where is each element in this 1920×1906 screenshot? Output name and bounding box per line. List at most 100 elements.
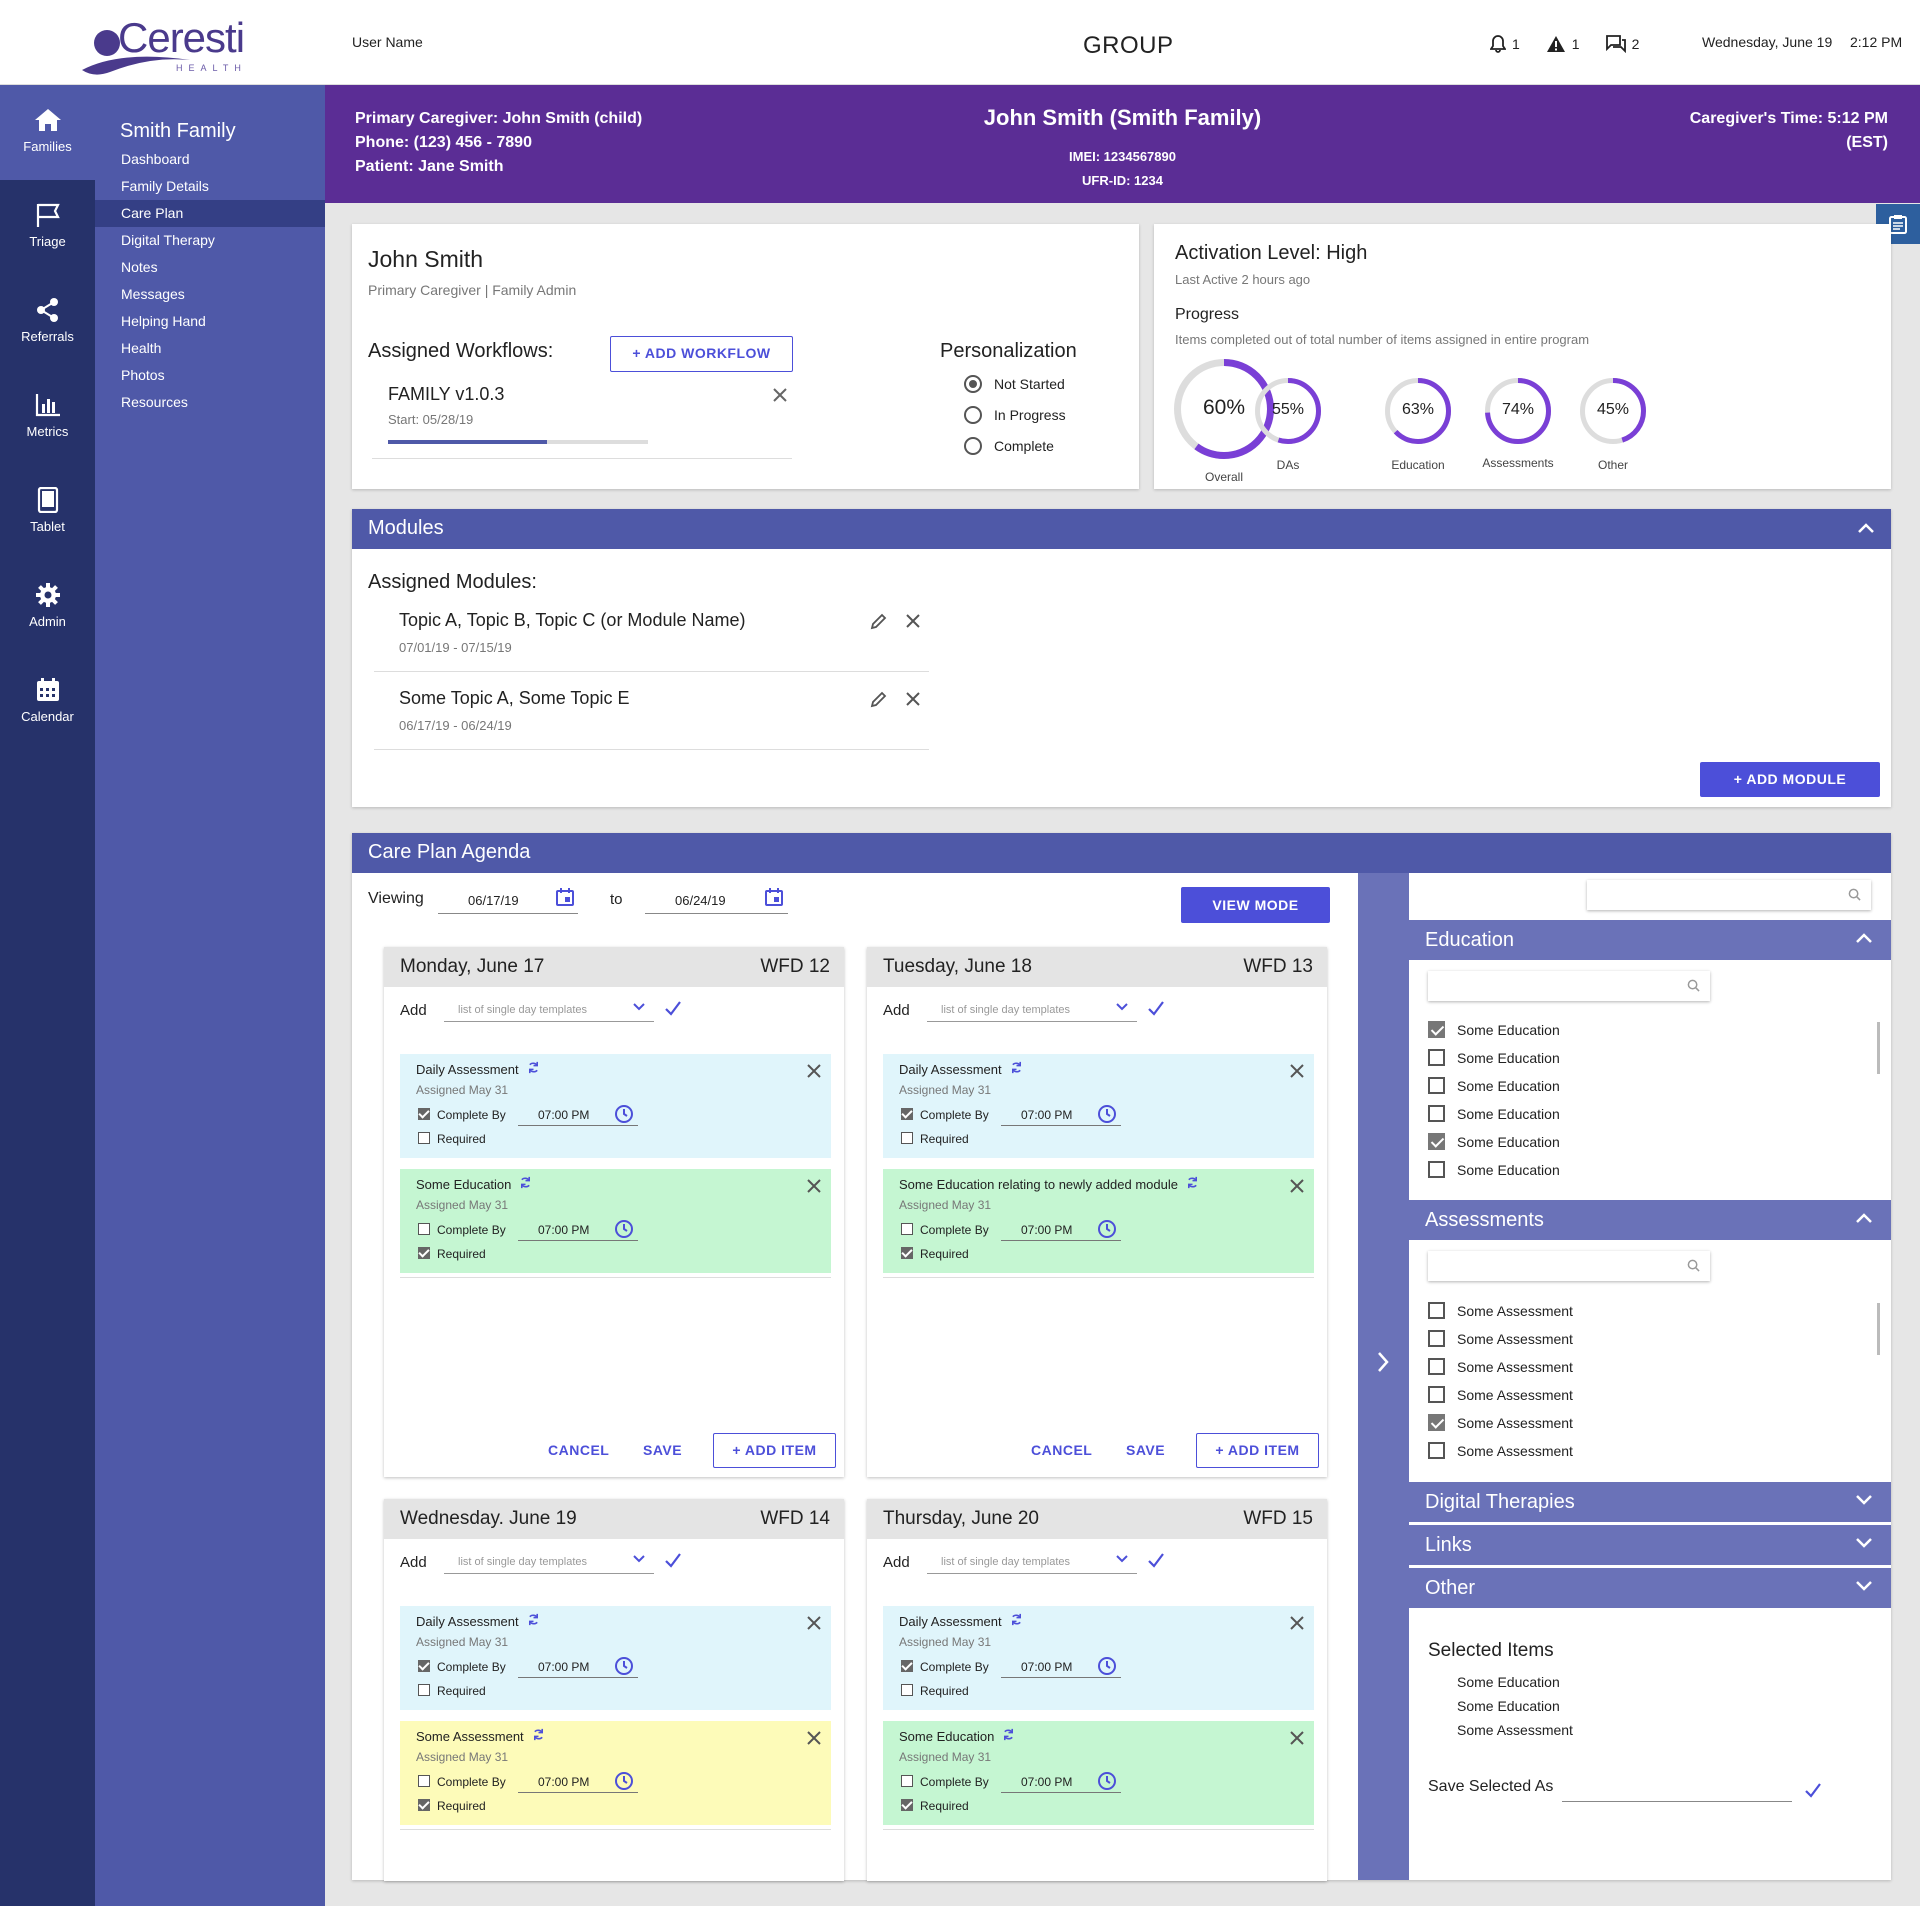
close-icon[interactable] xyxy=(807,1731,821,1745)
nav-admin[interactable]: Admin xyxy=(0,560,95,655)
user-name[interactable]: User Name xyxy=(352,34,423,50)
item-checkbox[interactable] xyxy=(1428,1358,1445,1375)
education-section-header[interactable]: Education xyxy=(1409,920,1891,960)
education-search-input[interactable] xyxy=(1428,971,1710,1001)
agenda-item[interactable]: Some Education Assigned May 31 Complete By… xyxy=(883,1721,1314,1825)
chevron-down-icon[interactable] xyxy=(1855,1537,1873,1549)
checklist-item[interactable]: Some Assessment xyxy=(1428,1329,1728,1351)
complete-by-time[interactable]: 07:00 PM xyxy=(518,1108,638,1126)
remove-workflow-icon[interactable] xyxy=(773,388,787,402)
complete-by-time[interactable]: 07:00 PM xyxy=(1001,1660,1121,1678)
radio-not-started[interactable] xyxy=(964,375,982,393)
nav-tablet[interactable]: Tablet xyxy=(0,465,95,560)
check-icon[interactable] xyxy=(664,1000,682,1016)
complete-by-time[interactable]: 07:00 PM xyxy=(1001,1775,1121,1793)
agenda-item[interactable]: Daily Assessment Assigned May 31 Complete … xyxy=(883,1606,1314,1710)
clock-icon[interactable] xyxy=(1097,1656,1117,1681)
library-search-input[interactable] xyxy=(1587,880,1871,910)
other-section-header[interactable]: Other xyxy=(1409,1568,1891,1608)
messages-button[interactable]: 2 xyxy=(1605,35,1639,53)
subnav-resources[interactable]: Resources xyxy=(121,394,188,410)
required-checkbox[interactable] xyxy=(418,1684,430,1696)
agenda-item[interactable]: Daily Assessment Assigned May 31 Complete … xyxy=(883,1054,1314,1158)
date-to-input[interactable]: 06/24/19 xyxy=(645,888,788,914)
notifications-button[interactable]: 1 xyxy=(1490,35,1520,53)
check-icon[interactable] xyxy=(1147,1552,1165,1568)
chevron-right-icon[interactable] xyxy=(1376,1351,1390,1373)
item-checkbox[interactable] xyxy=(1428,1442,1445,1459)
close-icon[interactable] xyxy=(1290,1616,1304,1630)
required-checkbox[interactable] xyxy=(901,1799,913,1811)
agenda-item[interactable]: Daily Assessment Assigned May 31 Complete … xyxy=(400,1606,831,1710)
cancel-button[interactable]: CANCEL xyxy=(548,1442,610,1458)
nav-referrals[interactable]: Referrals xyxy=(0,275,95,370)
checklist-item[interactable]: Some Education xyxy=(1428,1160,1728,1182)
complete-by-checkbox[interactable] xyxy=(901,1775,913,1787)
date-from-input[interactable]: 06/17/19 xyxy=(438,888,578,914)
add-module-button[interactable]: + ADD MODULE xyxy=(1700,762,1880,797)
calendar-icon[interactable] xyxy=(764,887,784,907)
edit-icon[interactable] xyxy=(870,690,888,708)
close-icon[interactable] xyxy=(807,1179,821,1193)
chevron-up-icon[interactable] xyxy=(1855,1212,1873,1224)
template-select[interactable]: list of single day templates xyxy=(927,1003,1137,1022)
subnav-care-plan[interactable]: Care Plan xyxy=(121,205,184,221)
complete-by-checkbox[interactable] xyxy=(901,1223,913,1235)
item-checkbox[interactable] xyxy=(1428,1021,1445,1038)
complete-by-time[interactable]: 07:00 PM xyxy=(518,1775,638,1793)
assessments-scrollbar[interactable] xyxy=(1877,1303,1880,1355)
subnav-notes[interactable]: Notes xyxy=(121,259,158,275)
clock-icon[interactable] xyxy=(614,1656,634,1681)
remove-module-icon[interactable] xyxy=(905,613,921,629)
item-checkbox[interactable] xyxy=(1428,1049,1445,1066)
complete-by-checkbox[interactable] xyxy=(901,1108,913,1120)
item-checkbox[interactable] xyxy=(1428,1330,1445,1347)
required-checkbox[interactable] xyxy=(418,1799,430,1811)
checklist-item[interactable]: Some Assessment xyxy=(1428,1413,1728,1435)
complete-by-time[interactable]: 07:00 PM xyxy=(518,1660,638,1678)
template-select[interactable]: list of single day templates xyxy=(927,1555,1137,1574)
close-icon[interactable] xyxy=(807,1616,821,1630)
save-selected-name-input[interactable] xyxy=(1562,1772,1792,1802)
checklist-item[interactable]: Some Education xyxy=(1428,1104,1728,1126)
assessments-section-header[interactable]: Assessments xyxy=(1409,1200,1891,1240)
remove-module-icon[interactable] xyxy=(905,691,921,707)
alerts-button[interactable]: 1 xyxy=(1546,35,1580,53)
complete-by-time[interactable]: 07:00 PM xyxy=(1001,1223,1121,1241)
assessments-search-input[interactable] xyxy=(1428,1251,1710,1281)
ceresti-logo[interactable]: Ceresti HEALTH xyxy=(80,14,250,75)
agenda-item[interactable]: Some Education relating to newly added m… xyxy=(883,1169,1314,1273)
item-checkbox[interactable] xyxy=(1428,1161,1445,1178)
agenda-item[interactable]: Some Education Assigned May 31 Complete By… xyxy=(400,1169,831,1273)
nav-metrics[interactable]: Metrics xyxy=(0,370,95,465)
template-select[interactable]: list of single day templates xyxy=(444,1555,654,1574)
required-checkbox[interactable] xyxy=(901,1684,913,1696)
chevron-up-icon[interactable] xyxy=(1857,522,1875,534)
radio-complete[interactable] xyxy=(964,437,982,455)
close-icon[interactable] xyxy=(807,1064,821,1078)
required-checkbox[interactable] xyxy=(418,1247,430,1259)
complete-by-checkbox[interactable] xyxy=(418,1660,430,1672)
add-item-button[interactable]: + ADD ITEM xyxy=(1196,1433,1319,1468)
required-checkbox[interactable] xyxy=(901,1247,913,1259)
education-scrollbar[interactable] xyxy=(1877,1022,1880,1074)
item-checkbox[interactable] xyxy=(1428,1302,1445,1319)
library-toggle-strip[interactable] xyxy=(1358,873,1410,1880)
required-checkbox[interactable] xyxy=(418,1132,430,1144)
radio-in-progress[interactable] xyxy=(964,406,982,424)
clock-icon[interactable] xyxy=(614,1104,634,1129)
links-section-header[interactable]: Links xyxy=(1409,1525,1891,1565)
close-icon[interactable] xyxy=(1290,1179,1304,1193)
subnav-digital-therapy[interactable]: Digital Therapy xyxy=(121,232,215,248)
clock-icon[interactable] xyxy=(1097,1219,1117,1244)
check-icon[interactable] xyxy=(664,1552,682,1568)
complete-by-checkbox[interactable] xyxy=(901,1660,913,1672)
complete-by-checkbox[interactable] xyxy=(418,1775,430,1787)
check-icon[interactable] xyxy=(1804,1782,1822,1798)
chevron-down-icon[interactable] xyxy=(1855,1494,1873,1506)
checklist-item[interactable]: Some Assessment xyxy=(1428,1301,1728,1323)
agenda-item[interactable]: Daily Assessment Assigned May 31 Complete … xyxy=(400,1054,831,1158)
checklist-item[interactable]: Some Education xyxy=(1428,1132,1728,1154)
agenda-item[interactable]: Some Assessment Assigned May 31 Complete B… xyxy=(400,1721,831,1825)
chevron-down-icon[interactable] xyxy=(1855,1580,1873,1592)
